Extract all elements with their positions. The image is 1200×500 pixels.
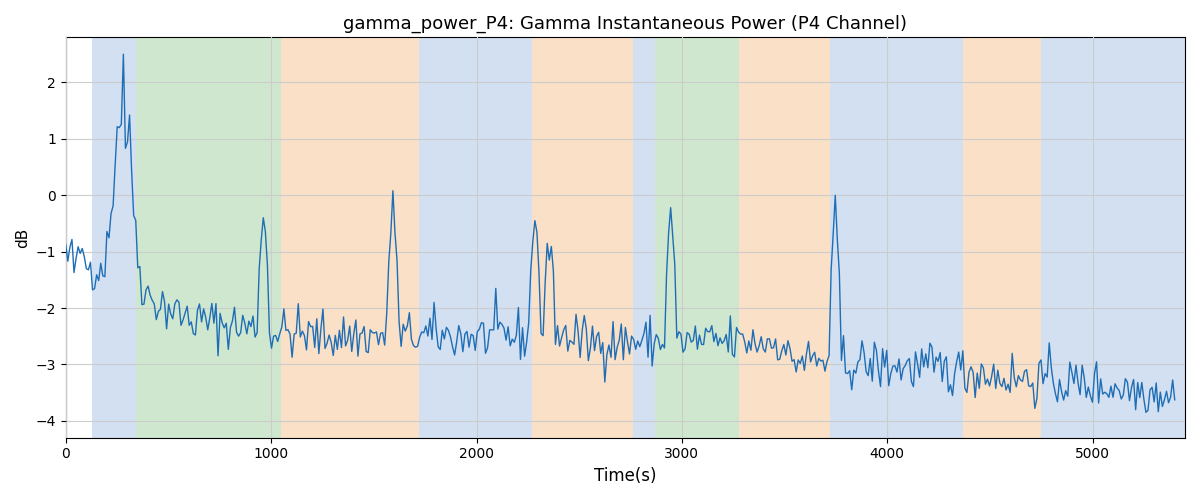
- Bar: [739, 38, 829, 438]
- Title: gamma_power_P4: Gamma Instantaneous Power (P4 Channel): gamma_power_P4: Gamma Instantaneous Powe…: [343, 15, 907, 34]
- X-axis label: Time(s): Time(s): [594, 467, 656, 485]
- Bar: [282, 38, 419, 438]
- Bar: [632, 38, 655, 438]
- Y-axis label: dB: dB: [16, 228, 30, 248]
- Bar: [419, 38, 532, 438]
- Bar: [964, 38, 1042, 438]
- Bar: [532, 38, 632, 438]
- Bar: [136, 38, 282, 438]
- Bar: [829, 38, 964, 438]
- Bar: [92, 38, 136, 438]
- Bar: [655, 38, 739, 438]
- Bar: [1042, 38, 1184, 438]
